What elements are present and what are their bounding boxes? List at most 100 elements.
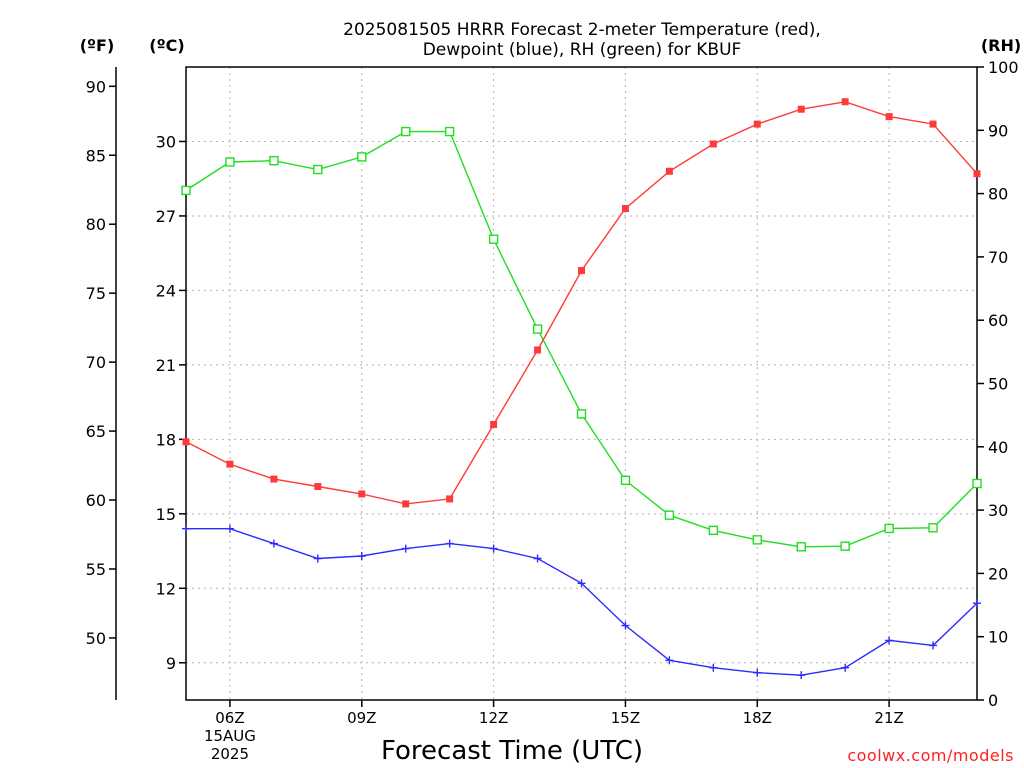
fahrenheit-tick-label: 50 [86,629,106,648]
rh-point [225,157,235,167]
temperature-point [446,495,454,503]
dewpoint-point [577,579,586,588]
temperature-point [621,204,629,212]
rh-tick-label: 40 [988,438,1008,457]
celsius-tick-label: 30 [156,132,176,151]
temperature-point [226,460,234,468]
rh-tick-label: 50 [988,375,1008,394]
rh-point [181,185,191,196]
rh-point [972,478,982,489]
dewpoint-point [753,668,762,677]
temperature-point [709,140,717,148]
date-sublabel: 2025 [211,745,249,763]
dewpoint-point [489,544,498,553]
celsius-tick-label: 21 [156,356,176,375]
celsius-tick-label: 27 [156,207,176,226]
temperature-point [841,98,849,106]
temperature-point [402,500,410,508]
temperature-point [929,120,937,128]
celsius-tick-label: 15 [156,505,176,524]
time-tick-label: 12Z [479,709,508,727]
rh-point [576,409,587,419]
time-tick-label: 21Z [874,709,903,727]
fahrenheit-tick-label: 85 [86,146,106,165]
rh-point [401,126,411,137]
rh-tick-label: 90 [988,121,1008,140]
rh-point [269,155,279,166]
fahrenheit-tick-label: 60 [86,491,106,510]
fahrenheit-tick-label: 90 [86,77,106,96]
rh-point [444,126,455,137]
dewpoint-point [841,663,850,672]
temperature-point [270,475,278,483]
temperature-point [314,483,322,491]
series-layer [181,98,982,680]
rh-point [884,523,894,534]
time-tick-label: 09Z [347,709,376,727]
dewpoint-point [533,554,542,563]
rh-tick-label: 30 [988,501,1008,520]
fahrenheit-axis-ticks: 50 55 60 65 70 75 80 85 90 [86,77,116,648]
celsius-tick-label: 12 [156,579,176,598]
dewpoint-point [225,524,234,533]
temperature-point [885,113,893,121]
dewpoint-point [621,621,630,630]
rh-tick-label: 80 [988,185,1008,204]
dewpoint-point [445,539,454,548]
celsius-tick-label: 9 [166,654,176,673]
x-axis-title: Forecast Time (UTC) [381,736,643,766]
rh-unit-label: (RH) [981,36,1021,55]
celsius-tick-label: 24 [156,281,176,300]
rh-series [181,126,982,552]
rh-point [620,475,631,486]
rh-point [357,152,367,162]
dewpoint-point [269,539,278,548]
dewpoint-point [797,671,806,680]
time-tick-label: 18Z [743,709,772,727]
fahrenheit-tick-label: 70 [86,353,106,372]
dewpoint-point [357,552,366,561]
rh-point [928,523,938,533]
rh-point [664,510,675,520]
plot-frame [185,66,978,701]
dewpoint-point [313,554,322,563]
dewpoint-point [709,663,718,672]
rh-tick-label: 100 [988,58,1019,77]
temperature-point [973,170,981,178]
rh-point [313,164,323,175]
temperature-point [358,490,366,498]
dewpoint-point [973,599,981,608]
time-tick-label: 06Z [215,709,244,727]
grid-lines [186,67,977,700]
temperature-point [534,346,542,354]
dewpoint-series [182,524,981,680]
dewpoint-point [182,524,190,533]
celsius-axis-ticks: 9 12 15 18 21 24 27 30 [156,132,186,673]
rh-axis-ticks: 0 10 20 30 40 50 60 70 80 90 100 [977,58,1019,710]
fahrenheit-tick-label: 65 [86,422,106,441]
temperature-point [490,420,498,428]
rh-point [532,324,543,334]
rh-point [840,541,850,551]
rh-tick-label: 0 [988,691,998,710]
rh-point [752,535,762,545]
rh-tick-label: 20 [988,564,1008,583]
chart-title-line-1: 2025081505 HRRR Forecast 2-meter Tempera… [343,20,821,40]
dewpoint-point [885,636,894,645]
dewpoint-line [186,528,978,676]
temperature-point [665,167,673,175]
temperature-point [753,120,761,128]
rh-point [796,542,806,552]
temperature-line [185,101,978,505]
fahrenheit-tick-label: 55 [86,560,106,579]
dewpoint-point [929,641,938,650]
temperature-point [578,267,585,275]
rh-tick-label: 60 [988,311,1008,330]
fahrenheit-tick-label: 80 [86,215,106,234]
celsius-tick-label: 18 [156,430,176,449]
temperature-point [797,105,805,113]
temperature-series [182,98,981,508]
fahrenheit-tick-label: 75 [86,284,106,303]
